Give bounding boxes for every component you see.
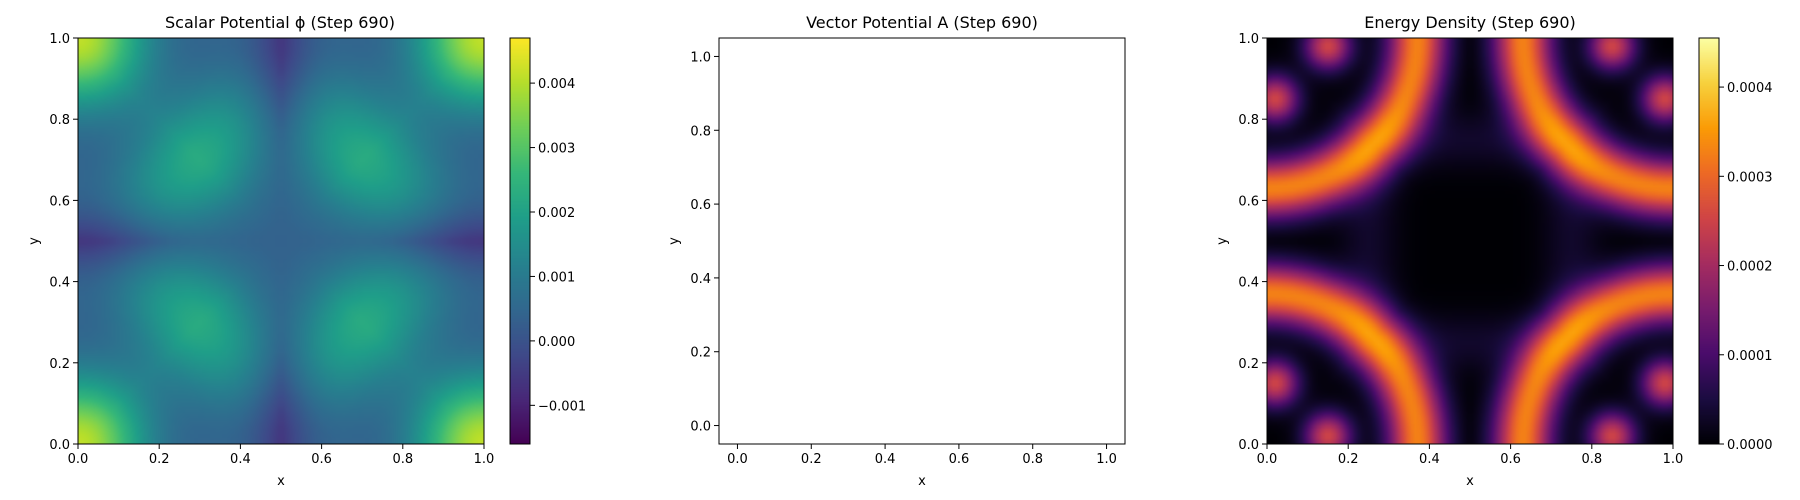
scalar-potential-colorbar <box>510 38 530 444</box>
x-tick-label: 1.0 <box>1663 452 1684 467</box>
x-tick-label: 0.8 <box>392 452 413 467</box>
colorbar-tick-label: 0.0001 <box>1727 349 1773 364</box>
x-tick-label: 1.0 <box>1096 452 1117 467</box>
x-tick-label: 0.0 <box>68 452 89 467</box>
panel3-colorbar-ticks: 0.0000 0.0001 0.0002 0.0003 0.0004 <box>1719 81 1773 453</box>
colorbar-tick-label: 0.003 <box>538 142 575 157</box>
x-tick-label: 0.2 <box>1338 452 1359 467</box>
x-tick-label: 0.2 <box>149 452 170 467</box>
panel1-title: Scalar Potential ϕ (Step 690) <box>165 13 395 32</box>
panel2-ylabel: y <box>667 237 682 245</box>
colorbar-tick-label: 0.000 <box>538 335 575 350</box>
y-tick-label: 1.0 <box>1238 32 1259 47</box>
y-tick-label: 0.8 <box>690 124 711 139</box>
panel1-x-ticks: 0.0 0.2 0.4 0.6 0.8 1.0 <box>68 444 495 467</box>
y-tick-label: 0.2 <box>690 346 711 361</box>
y-tick-label: 0.0 <box>1238 438 1259 453</box>
y-tick-label: 1.0 <box>49 32 70 47</box>
energy-density-heatmap <box>1267 38 1673 444</box>
x-tick-label: 0.6 <box>949 452 970 467</box>
panel1-ylabel: y <box>27 237 42 245</box>
y-tick-label: 0.6 <box>1238 194 1259 209</box>
y-tick-label: 0.2 <box>49 357 70 372</box>
panel2-axes-frame <box>718 37 1126 445</box>
y-tick-label: 0.2 <box>1238 357 1259 372</box>
y-tick-label: 0.4 <box>1238 276 1259 291</box>
x-tick-label: 0.0 <box>727 452 748 467</box>
colorbar-tick-label: 0.002 <box>538 206 575 221</box>
y-tick-label: 1.0 <box>690 50 711 65</box>
x-tick-label: 0.6 <box>1500 452 1521 467</box>
panel1-axes-frame <box>77 37 485 445</box>
panel1-colorbar-frame <box>509 37 531 445</box>
panel-scalar-potential: Scalar Potential ϕ (Step 690) 0.0 0.2 0.4 0… <box>27 13 586 489</box>
x-tick-label: 0.4 <box>1419 452 1440 467</box>
y-tick-label: 0.6 <box>690 198 711 213</box>
panel1-y-ticks: 0.0 0.2 0.4 0.6 0.8 1.0 <box>49 32 78 453</box>
panel2-y-ticks: 0.0 0.2 0.4 0.6 0.8 1.0 <box>690 50 719 435</box>
colorbar-tick-label: 0.0000 <box>1727 438 1773 453</box>
colorbar-tick-label: 0.001 <box>538 270 575 285</box>
energy-density-colorbar <box>1699 38 1719 444</box>
panel2-xlabel: x <box>918 474 926 489</box>
panel2-title: Vector Potential A (Step 690) <box>806 13 1038 32</box>
colorbar-tick-label: 0.0004 <box>1727 81 1773 96</box>
panel3-colorbar-frame <box>1698 37 1720 445</box>
x-tick-label: 0.2 <box>801 452 822 467</box>
panel3-title: Energy Density (Step 690) <box>1364 13 1576 32</box>
y-tick-label: 0.8 <box>49 113 70 128</box>
x-tick-label: 0.0 <box>1257 452 1278 467</box>
y-tick-label: 0.0 <box>690 420 711 435</box>
scalar-potential-heatmap <box>78 38 484 444</box>
x-tick-label: 0.8 <box>1581 452 1602 467</box>
panel-energy-density: Energy Density (Step 690) 0.0 0.2 0.4 0.6 0.… <box>1215 13 1773 489</box>
panel3-axes-frame <box>1266 37 1674 445</box>
panel2-x-ticks: 0.0 0.2 0.4 0.6 0.8 1.0 <box>727 444 1117 467</box>
panel-vector-potential: Vector Potential A (Step 690) 0.0 0.2 0.4 0… <box>667 13 1126 489</box>
colorbar-tick-label: −0.001 <box>538 399 586 414</box>
colorbar-tick-label: 0.0003 <box>1727 170 1773 185</box>
x-tick-label: 0.4 <box>230 452 251 467</box>
y-tick-label: 0.6 <box>49 194 70 209</box>
x-tick-label: 0.8 <box>1022 452 1043 467</box>
y-tick-label: 0.0 <box>49 438 70 453</box>
y-tick-label: 0.4 <box>690 272 711 287</box>
x-tick-label: 0.6 <box>311 452 332 467</box>
panel3-ylabel: y <box>1215 237 1230 245</box>
x-tick-label: 1.0 <box>474 452 495 467</box>
y-tick-label: 0.8 <box>1238 113 1259 128</box>
panel3-xlabel: x <box>1466 474 1474 489</box>
panel3-x-ticks: 0.0 0.2 0.4 0.6 0.8 1.0 <box>1257 444 1684 467</box>
y-tick-label: 0.4 <box>49 276 70 291</box>
panel1-colorbar-ticks: −0.001 0.000 0.001 0.002 0.003 0.004 <box>530 77 586 414</box>
panel3-y-ticks: 0.0 0.2 0.4 0.6 0.8 1.0 <box>1238 32 1267 453</box>
colorbar-tick-label: 0.0002 <box>1727 260 1773 275</box>
panel1-xlabel: x <box>277 474 285 489</box>
colorbar-tick-label: 0.004 <box>538 77 575 92</box>
x-tick-label: 0.4 <box>875 452 896 467</box>
